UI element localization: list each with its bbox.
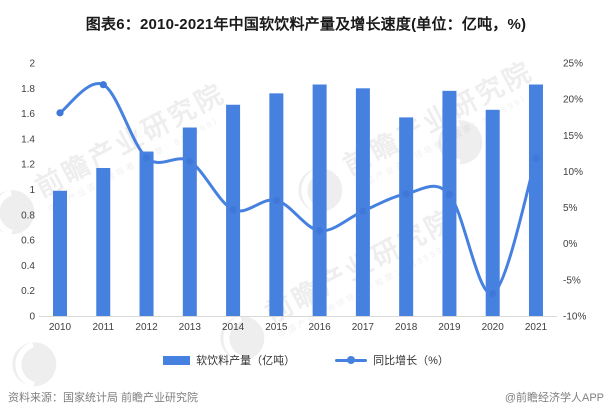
line-point-2017 bbox=[359, 207, 367, 215]
chart-title: 图表6：2010-2021年中国软饮料产量及增长速度(单位：亿吨，%) bbox=[85, 16, 527, 33]
legend-item-growth: 同比增长（%） bbox=[335, 352, 449, 368]
x-axis-label-2020: 2020 bbox=[482, 322, 505, 333]
x-axis-label-2010: 2010 bbox=[49, 322, 72, 333]
source-text: 资料来源：国家统计局 前瞻产业研究院 bbox=[8, 392, 199, 404]
bar-series-swatch bbox=[163, 355, 191, 365]
right-axis-tick: -10% bbox=[563, 312, 586, 323]
bar-2021 bbox=[528, 84, 543, 316]
x-axis-label-2018: 2018 bbox=[395, 322, 418, 333]
x-axis-label-2014: 2014 bbox=[222, 322, 245, 333]
line-point-2013 bbox=[186, 157, 194, 165]
growth-line bbox=[58, 82, 538, 296]
line-point-2011 bbox=[99, 81, 107, 89]
x-axis-label-2012: 2012 bbox=[135, 322, 158, 333]
left-axis-tick: 0.6 bbox=[21, 236, 35, 247]
x-axis-label-2021: 2021 bbox=[525, 322, 548, 333]
bar-2018 bbox=[399, 117, 414, 317]
x-axis-label-2017: 2017 bbox=[352, 322, 375, 333]
left-axis-tick: 1 bbox=[29, 185, 35, 196]
right-axis-tick: 20% bbox=[563, 95, 583, 106]
bar-2020 bbox=[485, 109, 500, 317]
bar-2013 bbox=[182, 127, 197, 316]
left-axis-tick: 1.6 bbox=[21, 109, 35, 120]
x-axis-label-2011: 2011 bbox=[93, 322, 115, 333]
legend-label-growth: 同比增长（%） bbox=[373, 355, 449, 367]
line-point-2020 bbox=[489, 289, 497, 298]
legend-label-production: 软饮料产量（亿吨） bbox=[196, 355, 296, 367]
bar-2015 bbox=[269, 93, 284, 316]
left-axis-tick: 1.8 bbox=[21, 84, 35, 95]
left-axis-tick: 1.2 bbox=[21, 160, 35, 171]
right-axis-tick: -5% bbox=[563, 275, 581, 286]
x-axis-label-2015: 2015 bbox=[265, 322, 288, 333]
right-axis-tick: 5% bbox=[563, 203, 578, 214]
bar-2010 bbox=[53, 190, 67, 316]
right-axis-tick: 0% bbox=[563, 239, 578, 250]
line-point-2021 bbox=[532, 154, 540, 163]
credit-text: @前瞻经济学人APP bbox=[504, 392, 604, 404]
combo-chart: 0 0.2 0.4 0.6 0.8 1 1.2 1.4 1.6 1.8 2 -10% -5% 0% 5% 10… bbox=[21, 59, 586, 334]
right-axis-tick: 10% bbox=[563, 167, 583, 178]
line-point-2012 bbox=[142, 154, 151, 162]
bar-2012 bbox=[139, 151, 154, 316]
line-point-2015 bbox=[272, 196, 280, 204]
line-point-2014 bbox=[229, 206, 237, 214]
bar-2017 bbox=[355, 88, 370, 316]
line-series-swatch bbox=[335, 356, 368, 364]
legend: 软饮料产量（亿吨） 同比增长（%） bbox=[0, 352, 612, 368]
x-axis-label-2016: 2016 bbox=[308, 322, 331, 333]
left-axis-tick: 2 bbox=[29, 59, 35, 70]
line-marker-dot bbox=[347, 356, 356, 364]
right-axis-tick: 25% bbox=[563, 59, 583, 70]
left-axis-tick: 0.8 bbox=[21, 210, 35, 221]
line-point-2019 bbox=[445, 190, 454, 199]
left-axis-tick: 0.4 bbox=[21, 261, 35, 272]
line-point-2016 bbox=[316, 227, 324, 235]
right-axis-tick: 15% bbox=[563, 131, 583, 142]
footer: 资料来源：国家统计局 前瞻产业研究院 @前瞻经济学人APP bbox=[0, 389, 612, 405]
bar-2011 bbox=[96, 167, 111, 316]
x-axis-label-2013: 2013 bbox=[179, 322, 202, 333]
x-axis-label-2019: 2019 bbox=[438, 322, 461, 333]
left-axis-tick: 0 bbox=[29, 312, 35, 323]
left-axis-tick: 0.2 bbox=[21, 286, 35, 297]
legend-item-production: 软饮料产量（亿吨） bbox=[163, 352, 295, 368]
line-point-2010 bbox=[56, 109, 64, 117]
bar-2016 bbox=[312, 84, 327, 316]
line-point-2018 bbox=[402, 190, 410, 198]
left-axis-tick: 1.4 bbox=[21, 134, 35, 145]
